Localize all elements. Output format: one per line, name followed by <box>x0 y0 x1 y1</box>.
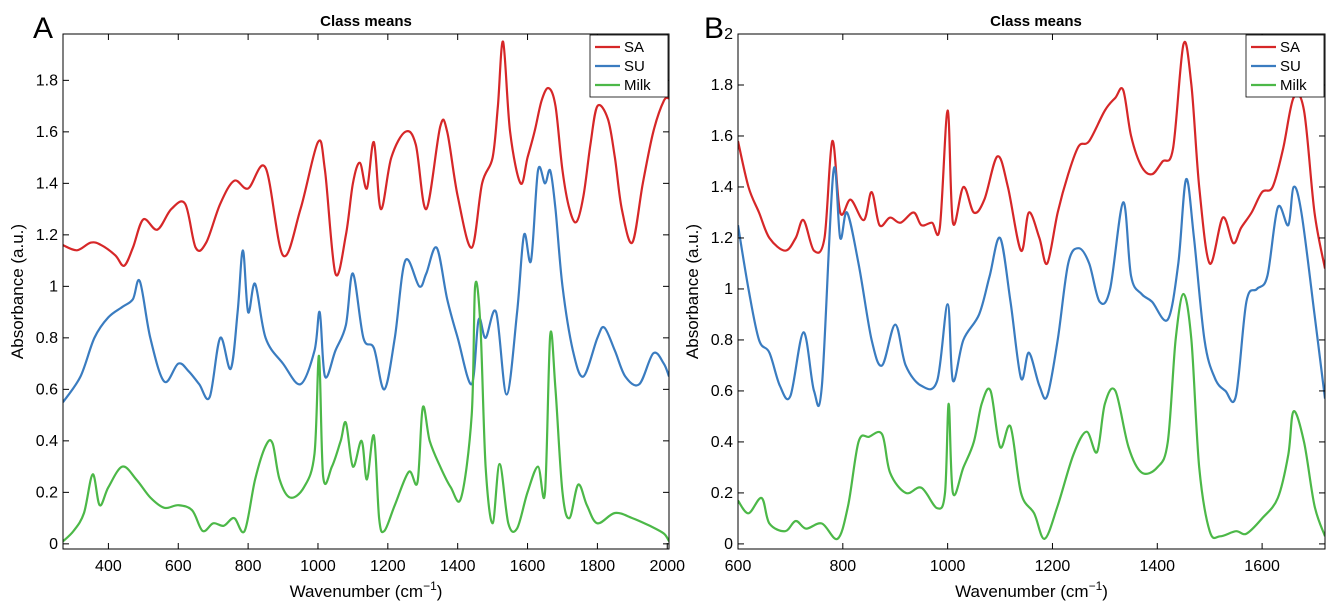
series-line-sa-a <box>63 40 669 277</box>
axes-box-a <box>62 33 670 550</box>
legend-label-su: SU <box>624 58 645 75</box>
x-tick-label-a: 1600 <box>510 558 546 575</box>
legend-label-milk: Milk <box>624 77 651 94</box>
x-tick-label-b: 1200 <box>1035 558 1071 575</box>
y-axis-label-a: Absorbance (a.u.) <box>8 224 27 359</box>
x-tick-label-b: 1000 <box>930 558 966 575</box>
x-axis-label-end: ) <box>437 582 443 601</box>
plot-area-a: 400 600 800 1000 1200 1400 1600 1800 2000 0 0.2 0.4… <box>8 33 685 601</box>
y-tick-label-a: 1.2 <box>36 227 58 244</box>
plot-area-b: 600 800 1000 1200 1400 1600 0 0.2 0.4 0.6 0.8 1 1.2 1… <box>683 26 1326 601</box>
y-tick-label-a: 1 <box>49 278 58 295</box>
x-tick-label-a: 1400 <box>440 558 476 575</box>
y-tick-label-a: 0.2 <box>36 484 58 501</box>
x-tick-label-a: 400 <box>95 558 122 575</box>
x-tick-label-a: 1800 <box>580 558 616 575</box>
x-axis-label-b: Wavenumber (cm−1) <box>955 579 1108 601</box>
series-line-su-a <box>63 165 669 403</box>
y-tick-label-b: 1.8 <box>711 77 733 94</box>
legend-a: SA SU Milk <box>589 34 669 98</box>
x-tick-label-a: 800 <box>235 558 262 575</box>
x-axis-label-end: ) <box>1102 582 1108 601</box>
x-tick-label-a: 1000 <box>300 558 336 575</box>
y-tick-label-a: 1.4 <box>36 175 58 192</box>
legend-b: SA SU Milk <box>1245 34 1325 98</box>
series-line-su-b <box>738 166 1325 408</box>
x-axis-label-a: Wavenumber (cm−1) <box>290 579 443 601</box>
x-tick-label-b: 600 <box>725 558 752 575</box>
x-axis-label-text: Wavenumber (cm <box>955 582 1089 601</box>
panel-label-a: A <box>33 12 53 45</box>
chart-title-a: Class means <box>320 13 412 30</box>
y-tick-label-a: 0 <box>49 536 58 553</box>
y-tick-label-b: 0.2 <box>711 485 733 502</box>
x-axis-label-text: Wavenumber (cm <box>290 582 424 601</box>
x-axis-label-superscript: −1 <box>423 579 437 593</box>
y-tick-label-a: 0.4 <box>36 433 58 450</box>
series-line-milk-a <box>63 280 669 543</box>
y-tick-label-b: 1 <box>724 281 733 298</box>
y-tick-label-b: 1.2 <box>711 230 733 247</box>
y-tick-label-b: 1.4 <box>711 179 733 196</box>
x-tick-label-b: 800 <box>829 558 856 575</box>
panel-a: A Class means 400 600 800 1000 1200 1400 1600 1… <box>8 12 685 601</box>
y-tick-label-b: 2 <box>724 26 733 43</box>
y-tick-label-b: 0.6 <box>711 383 733 400</box>
x-tick-label-b: 1600 <box>1244 558 1280 575</box>
chart-title-b: Class means <box>990 13 1082 30</box>
legend-label-su: SU <box>1280 58 1301 75</box>
x-tick-label-b: 1400 <box>1139 558 1175 575</box>
y-tick-label-b: 0.4 <box>711 434 733 451</box>
x-tick-label-a: 1200 <box>370 558 406 575</box>
y-tick-label-a: 1.6 <box>36 124 58 141</box>
axes-box-b <box>737 33 1326 550</box>
series-line-milk-b <box>738 292 1325 541</box>
y-axis-label-b: Absorbance (a.u.) <box>683 224 702 359</box>
y-tick-label-b: 1.6 <box>711 128 733 145</box>
series-line-sa-b <box>738 40 1325 269</box>
legend-label-sa: SA <box>1280 39 1300 56</box>
legend-label-milk: Milk <box>1280 77 1307 94</box>
y-tick-label-b: 0 <box>724 536 733 553</box>
legend-label-sa: SA <box>624 39 644 56</box>
x-tick-label-a: 2000 <box>649 558 685 575</box>
panel-b: B Class means 600 800 1000 1200 1400 1600 0 0.2… <box>683 12 1326 601</box>
panel-label-b: B <box>704 12 724 45</box>
y-tick-label-b: 0.8 <box>711 332 733 349</box>
x-axis-label-superscript: −1 <box>1089 579 1103 593</box>
y-tick-label-a: 1.8 <box>36 72 58 89</box>
y-tick-label-a: 0.8 <box>36 330 58 347</box>
y-tick-label-a: 0.6 <box>36 381 58 398</box>
x-tick-label-a: 600 <box>165 558 192 575</box>
